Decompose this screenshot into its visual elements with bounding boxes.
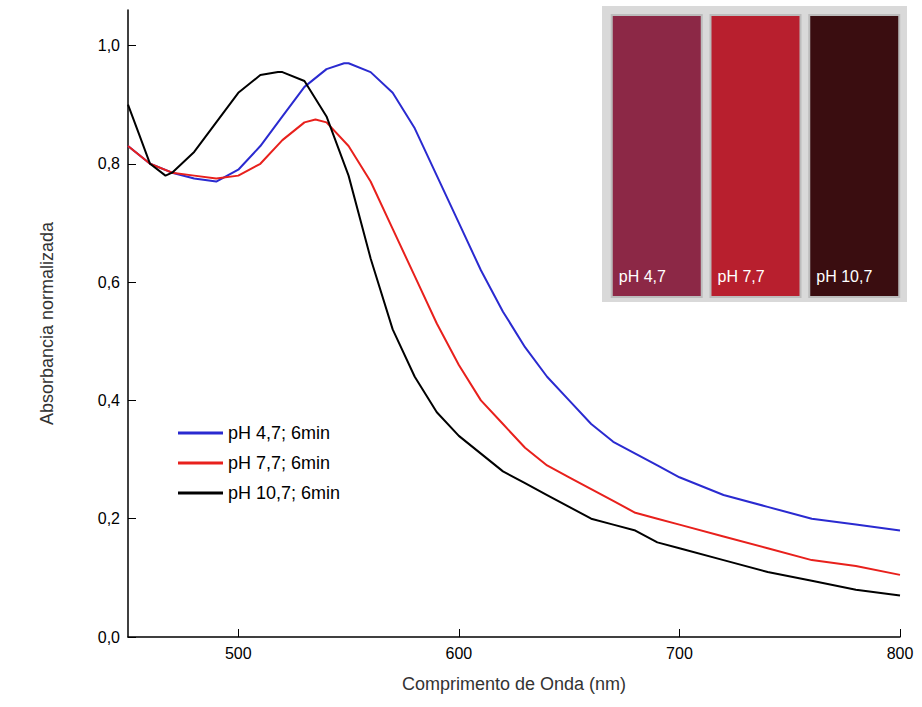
svg-text:0,4: 0,4 (98, 392, 120, 409)
svg-text:pH 4,7; 6min: pH 4,7; 6min (228, 423, 330, 443)
svg-text:0,2: 0,2 (98, 510, 120, 527)
svg-text:pH 7,7: pH 7,7 (718, 268, 765, 285)
svg-text:600: 600 (446, 645, 473, 662)
svg-text:0,0: 0,0 (98, 629, 120, 646)
svg-text:pH 4,7: pH 4,7 (619, 268, 666, 285)
svg-text:800: 800 (887, 645, 914, 662)
svg-text:Comprimento de Onda (nm): Comprimento de Onda (nm) (402, 674, 626, 694)
svg-text:1,0: 1,0 (98, 37, 120, 54)
svg-text:0,8: 0,8 (98, 155, 120, 172)
svg-text:Absorbancia normalizada: Absorbancia normalizada (37, 221, 57, 425)
svg-text:pH 10,7; 6min: pH 10,7; 6min (228, 483, 340, 503)
svg-text:0,6: 0,6 (98, 274, 120, 291)
svg-text:pH 7,7; 6min: pH 7,7; 6min (228, 453, 330, 473)
svg-text:500: 500 (225, 645, 252, 662)
svg-text:700: 700 (666, 645, 693, 662)
svg-text:pH 10,7: pH 10,7 (816, 268, 872, 285)
